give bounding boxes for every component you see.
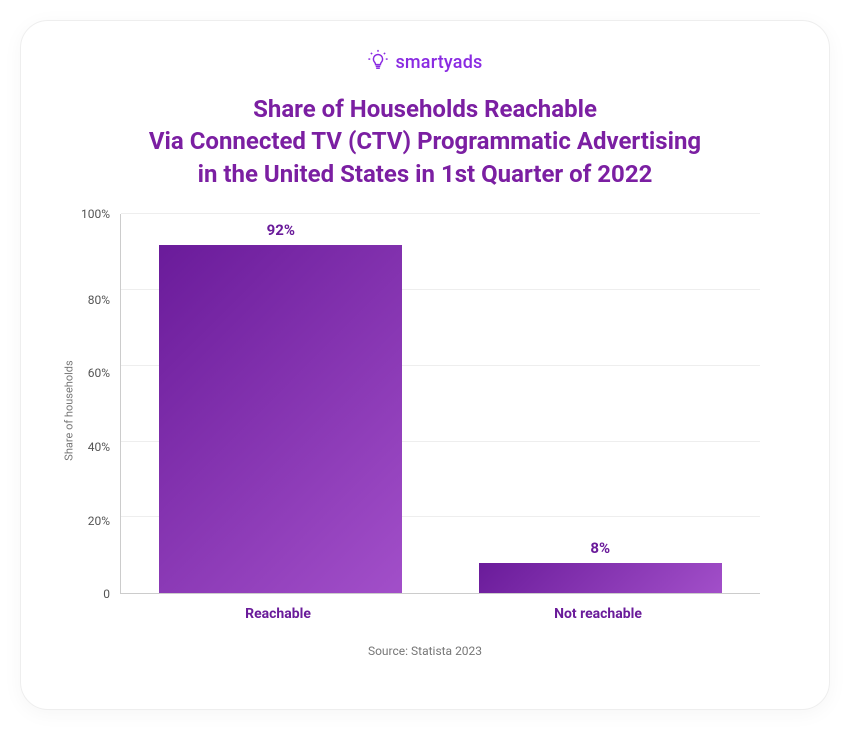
x-axis-labels: Reachable Not reachable [118,594,758,622]
bar-not-reachable: 8% [479,563,722,593]
y-tick: 100% [81,208,110,220]
bars-container: 92% 8% [121,214,760,593]
lightbulb-icon [367,49,389,75]
y-axis-ticks: 100% 80% 60% 40% 20% 0 [81,214,120,594]
chart-card: smartyads Share of Households ReachableV… [20,20,830,710]
plot-area: 92% 8% [120,214,760,594]
bar-value-label: 8% [590,539,610,557]
y-tick: 20% [88,515,110,527]
bar-value-label: 92% [267,221,295,239]
y-tick: 60% [88,367,110,379]
logo: smartyads [57,49,793,75]
chart-title: Share of Households ReachableVia Connect… [57,93,793,190]
y-tick: 0 [103,588,110,600]
x-label: Reachable [118,594,438,622]
y-axis-label: Share of households [63,360,76,460]
x-label: Not reachable [438,594,758,622]
bar-slot: 8% [441,214,761,593]
y-tick: 80% [88,294,110,306]
logo-text: smartyads [395,52,482,73]
y-tick: 40% [88,441,110,453]
chart-area: Share of households 100% 80% 60% 40% 20%… [81,214,793,594]
source-text: Source: Statista 2023 [57,644,793,658]
bar-reachable: 92% [159,245,402,594]
bar-slot: 92% [121,214,441,593]
